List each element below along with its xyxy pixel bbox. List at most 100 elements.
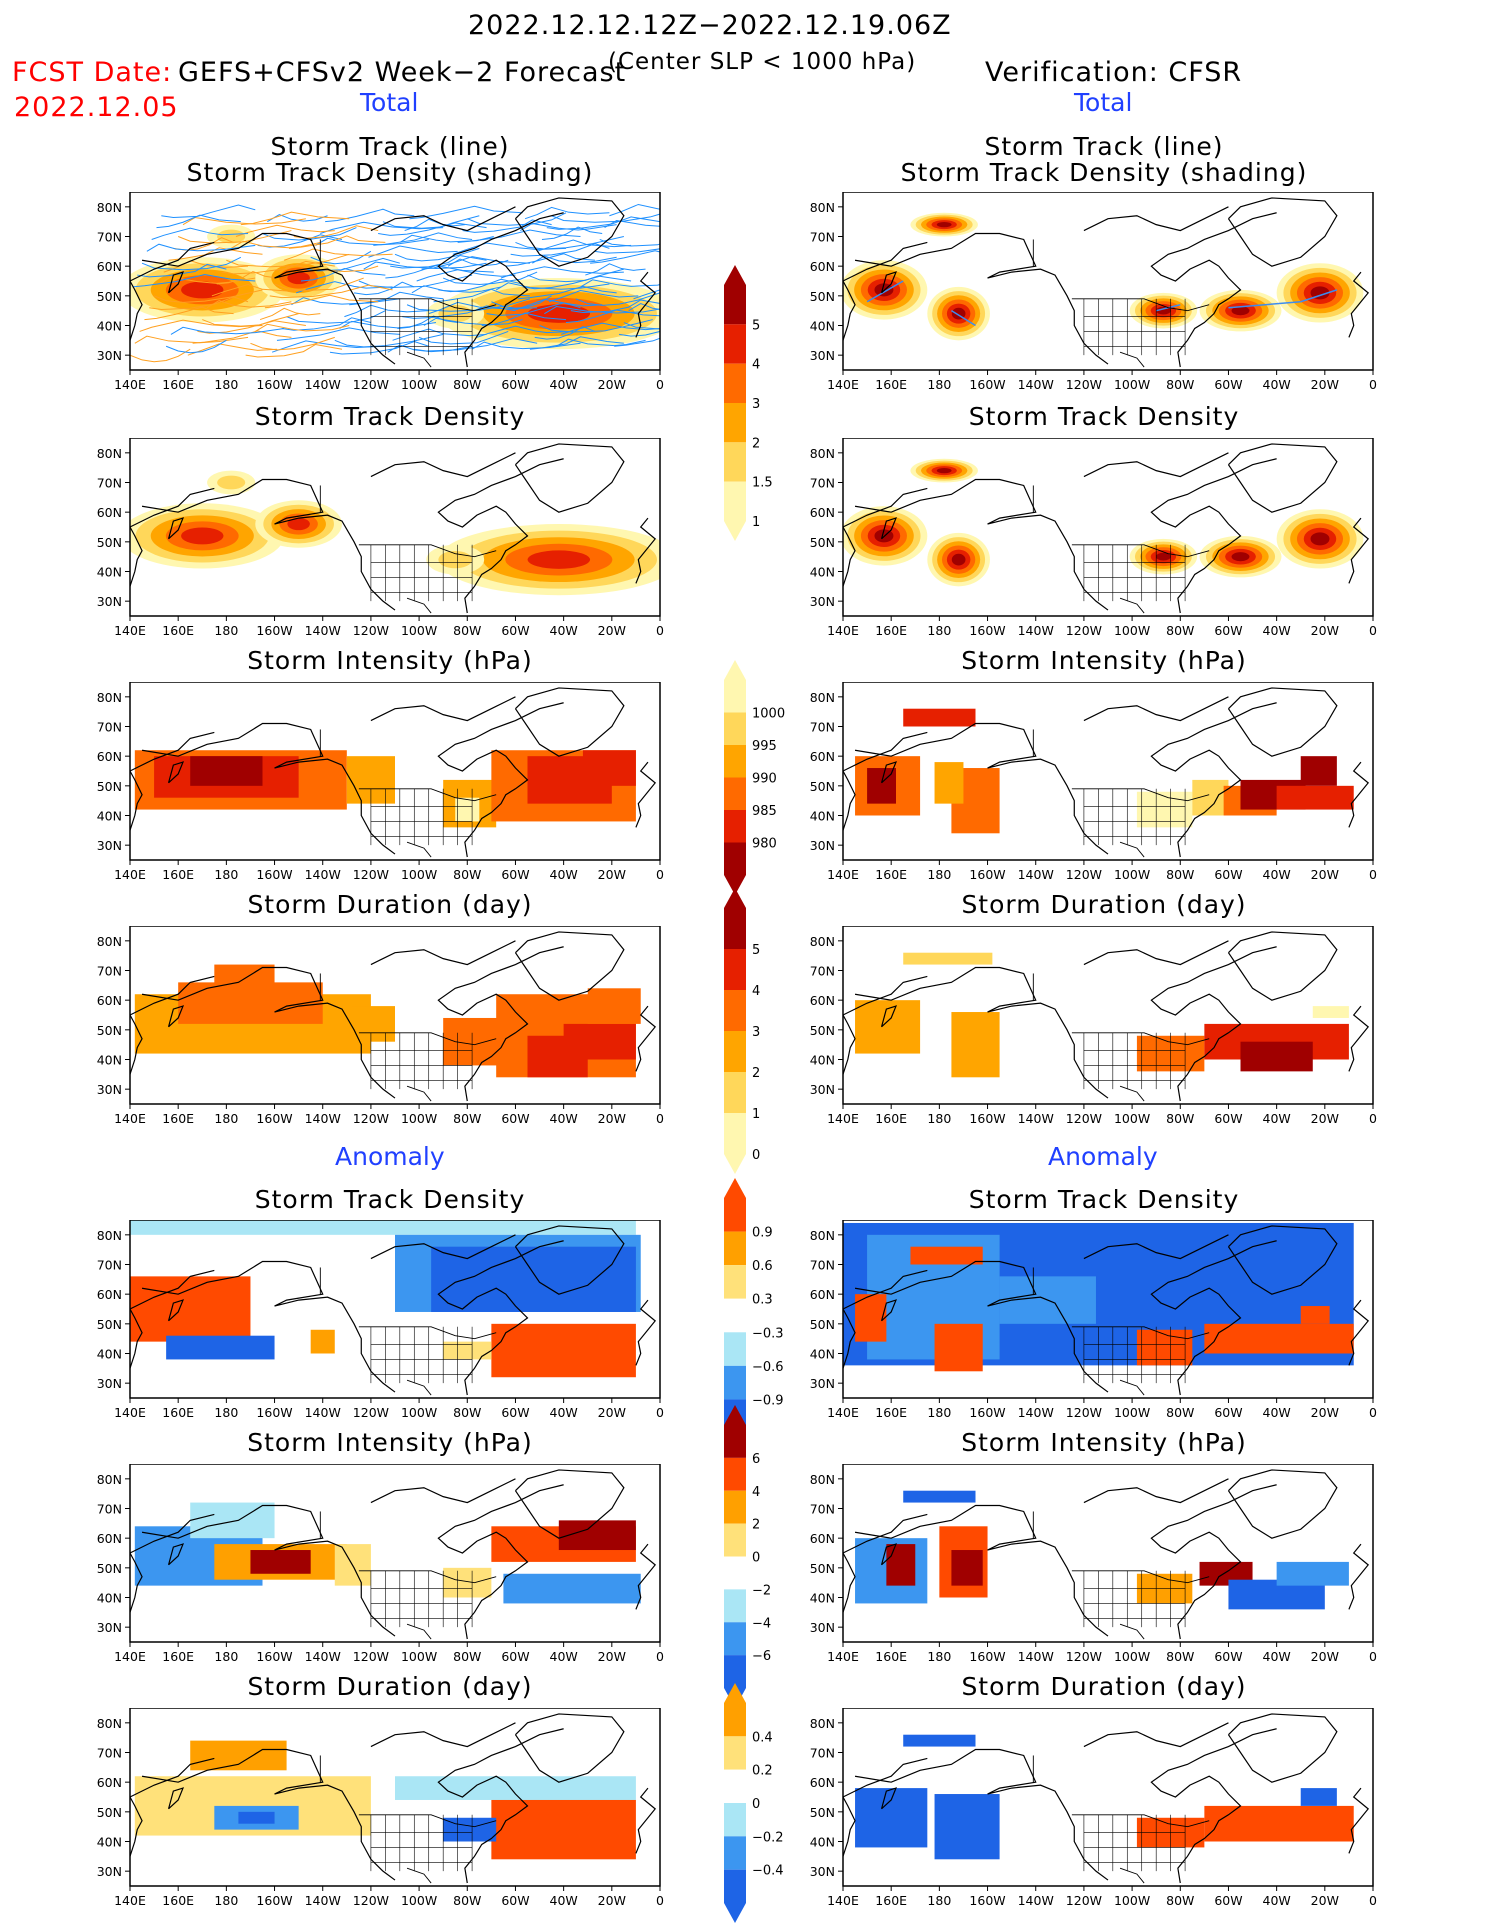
map-track-forecast-track xyxy=(132,273,256,288)
colorbar-density-anomaly-tri-top xyxy=(724,1178,746,1198)
map-track-forecast-track xyxy=(358,274,473,289)
map-density-verif-coastline xyxy=(1083,452,1229,478)
map-anom-density-forecast-lon-label: 60W xyxy=(501,1405,529,1420)
map-track-verif: 140E 160E 180 160W 140W 120W 100W 80W 60W 40W 20W 0… xyxy=(801,191,1381,402)
map-density-forecast-lat-label: 70N xyxy=(97,476,122,491)
map-track-forecast-track xyxy=(551,213,660,223)
map-density-forecast-lon-label: 0 xyxy=(656,623,664,638)
colorbar-intensity-anomaly-swatch xyxy=(724,1622,746,1656)
map-anom-intensity-forecast: 140E 160E 180 160W 140W 120W 100W 80W 60W 40W 20W 0… xyxy=(88,1463,668,1674)
map-duration-verif-coastline xyxy=(1150,946,1277,1102)
map-track-forecast-lat-label: 30N xyxy=(97,348,122,363)
map-anom-intensity-forecast-lon-label: 140E xyxy=(114,1649,146,1664)
map-anom-intensity-forecast-coastline xyxy=(141,1504,396,1637)
map-intensity-verif-coastline xyxy=(1227,687,1338,757)
map-intensity-forecast-coastline xyxy=(167,761,185,784)
map-duration-forecast-lat-label: 60N xyxy=(97,993,122,1008)
map-track-forecast-track xyxy=(250,336,335,351)
map-anom-intensity-forecast-border xyxy=(406,1623,432,1640)
map-intensity-forecast-coastline xyxy=(370,696,516,722)
map-intensity-forecast-coastline xyxy=(437,702,564,858)
map-track-forecast-lon-label: 120W xyxy=(353,377,389,392)
map-intensity-verif-lat-label: 40N xyxy=(810,809,835,824)
map-duration-verif-lat-label: 60N xyxy=(810,993,835,1008)
map-anom-density-verif-lon-label: 160E xyxy=(875,1405,907,1420)
colorbar-intensity-total-label: 1000 xyxy=(752,707,785,722)
map-track-forecast-track xyxy=(344,304,429,318)
colorbar-density-total: 5 4 3 2 1.5 1 xyxy=(716,265,806,545)
map-density-verif-lon-label: 20W xyxy=(1311,623,1339,638)
map-track-forecast-coastline xyxy=(141,232,396,365)
map-anom-intensity-forecast-lon-label: 180 xyxy=(214,1649,238,1664)
map-duration-verif-lon-label: 0 xyxy=(1369,1111,1377,1126)
map-anom-duration-forecast-lon-label: 140W xyxy=(305,1893,341,1908)
map-track-forecast-lat-label: 50N xyxy=(97,289,122,304)
map-track-forecast-track xyxy=(390,254,487,269)
map-density-verif-lat-label: 60N xyxy=(810,505,835,520)
map-anom-duration-verif-coastline xyxy=(854,1748,1109,1881)
criterion-label: (Center SLP < 1000 hPa) xyxy=(608,49,917,75)
map-track-verif-coastline xyxy=(880,271,898,294)
map-duration-forecast-lat-label: 80N xyxy=(97,934,122,949)
colorbar-duration-total-tri-bottom xyxy=(724,1154,746,1174)
map-track-forecast-track xyxy=(349,291,444,306)
map-anom-density-forecast-lat-label: 50N xyxy=(97,1317,122,1332)
map-anom-density-verif-lon-label: 160W xyxy=(969,1405,1005,1420)
map-anom-density-verif-lat-label: 50N xyxy=(810,1317,835,1332)
map-anom-intensity-verif-border xyxy=(1071,1570,1210,1584)
map-anom-intensity-verif-lon-label: 120W xyxy=(1066,1649,1102,1664)
map-density-verif-lat-label: 40N xyxy=(810,565,835,580)
colorbar-intensity-total-label: 980 xyxy=(752,837,777,852)
map-density-verif-coastline xyxy=(1227,443,1338,513)
map-density-forecast-svg: 140E 160E 180 160W 140W 120W 100W 80W 60W 40W 20W 0… xyxy=(97,437,664,638)
map-intensity-forecast-lon-label: 40W xyxy=(550,867,578,882)
map-track-verif-lon-label: 0 xyxy=(1369,377,1377,392)
map-intensity-forecast-border xyxy=(406,841,432,858)
map-track-forecast-track xyxy=(291,297,400,306)
map-track-forecast-track xyxy=(271,340,386,353)
map-anom-duration-verif-frame xyxy=(842,1707,1374,1887)
map-anom-duration-verif-lon-label: 160W xyxy=(969,1893,1005,1908)
map-intensity-verif: 140E 160E 180 160W 140W 120W 100W 80W 60W 40W 20W 0… xyxy=(801,681,1381,892)
map-anom-density-forecast-lat-label: 60N xyxy=(97,1287,122,1302)
map-track-forecast-track xyxy=(544,305,660,315)
map-anom-density-forecast-coastline xyxy=(370,1234,516,1260)
map-track-forecast-track xyxy=(486,302,581,316)
colorbar-intensity-total-label: 985 xyxy=(752,804,777,819)
map-anom-intensity-forecast-lat-label: 60N xyxy=(97,1531,122,1546)
map-track-forecast-track xyxy=(269,284,393,299)
map-duration-verif-border xyxy=(1119,1085,1145,1102)
map-track-forecast-track xyxy=(373,232,473,246)
map-anom-duration-verif-lat-label: 70N xyxy=(810,1746,835,1761)
map-duration-forecast-lon-label: 60W xyxy=(501,1111,529,1126)
map-anom-intensity-verif-coastline xyxy=(843,1513,928,1613)
map-density-forecast-shading xyxy=(287,517,310,531)
map-track-forecast-lon-label: 160E xyxy=(162,377,194,392)
map-track-forecast-track xyxy=(202,313,299,327)
map-duration-verif-lon-label: 120W xyxy=(1066,1111,1102,1126)
colorbar-duration-anomaly-tri-top xyxy=(724,1683,746,1703)
map-anom-duration-verif-cell xyxy=(855,1788,928,1848)
map-intensity-forecast-cell xyxy=(582,750,636,786)
map-track-forecast-track xyxy=(134,335,249,344)
map-intensity-forecast-frame xyxy=(129,681,661,861)
map-intensity-verif-coastline xyxy=(1348,761,1370,828)
map-anom-intensity-verif-lat-label: 30N xyxy=(810,1620,835,1635)
map-track-verif-border xyxy=(1071,298,1210,312)
map-anom-density-forecast-coastline xyxy=(167,1299,185,1322)
map-intensity-verif-cell xyxy=(1276,785,1354,810)
map-anom-duration-verif-coastline xyxy=(1348,1787,1370,1854)
colorbar-intensity-anomaly-swatch xyxy=(724,1457,746,1491)
map-intensity-verif-border xyxy=(1119,841,1145,858)
map-track-verif-lon-label: 140W xyxy=(1018,377,1054,392)
map-track-forecast-track xyxy=(476,325,574,338)
map-intensity-verif-cell xyxy=(903,708,976,727)
map-track-verif-lon-label: 160W xyxy=(969,377,1005,392)
map-intensity-verif-cell xyxy=(1300,756,1337,786)
map-anom-duration-forecast-cell xyxy=(238,1811,275,1824)
colorbar-duration-total-swatch xyxy=(724,908,746,949)
colorbar-intensity-anomaly-label: 6 xyxy=(752,1452,760,1467)
map-track-forecast-track xyxy=(442,271,538,286)
colorbar-intensity-anomaly-label: 2 xyxy=(752,1518,760,1533)
map-track-forecast-track xyxy=(418,330,509,345)
